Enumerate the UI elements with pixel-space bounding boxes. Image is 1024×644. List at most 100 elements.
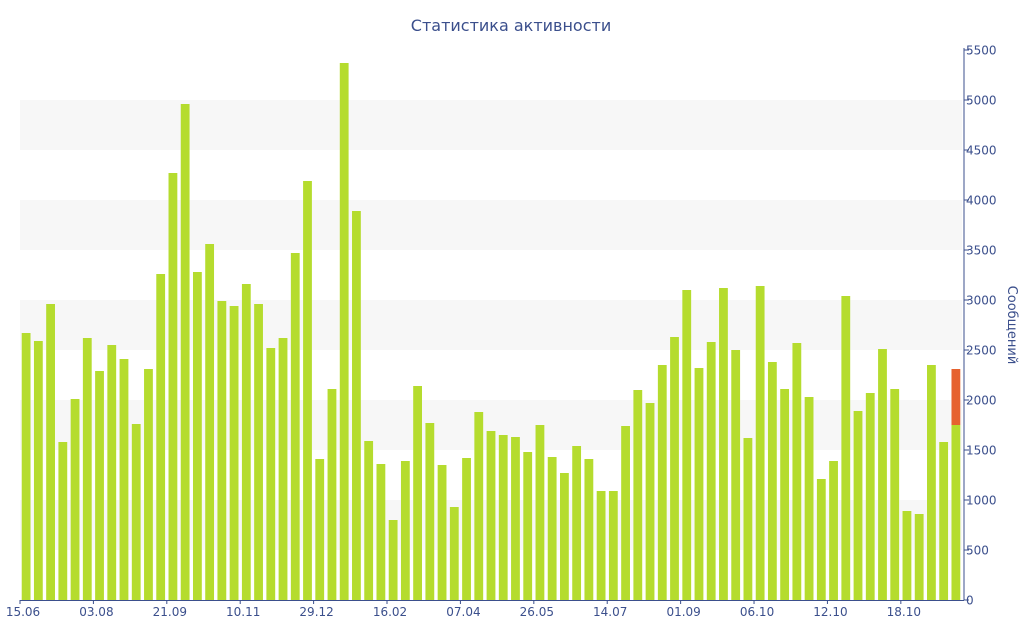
grid-band xyxy=(20,200,962,250)
bar xyxy=(804,397,814,600)
bar xyxy=(21,333,31,600)
x-tick-label: 03.08 xyxy=(79,605,113,619)
bar xyxy=(511,437,520,600)
bar xyxy=(315,459,325,600)
x-tick-label: 18.10 xyxy=(887,605,921,619)
bar xyxy=(339,63,349,600)
y-tick-label: 1000 xyxy=(966,494,997,508)
bar xyxy=(645,403,655,600)
bar xyxy=(939,442,949,600)
x-tick-label: 14.07 xyxy=(593,605,627,619)
bar xyxy=(670,337,679,600)
bar xyxy=(902,511,912,600)
y-axis-label: Сообщений xyxy=(1004,286,1019,365)
bar xyxy=(107,345,117,600)
bar xyxy=(951,425,961,600)
bar xyxy=(241,284,251,600)
bar xyxy=(449,507,459,600)
bar xyxy=(217,301,227,600)
bar xyxy=(180,104,190,600)
y-tick-label: 5500 xyxy=(966,44,997,58)
bar xyxy=(719,288,728,600)
bar xyxy=(792,343,802,600)
y-tick-label: 500 xyxy=(966,544,989,558)
y-tick-label: 5000 xyxy=(966,94,997,108)
y-tick-label: 1500 xyxy=(966,444,997,458)
x-tick-label: 26.05 xyxy=(520,605,554,619)
bar xyxy=(927,365,936,600)
x-tick-label: 01.09 xyxy=(666,605,700,619)
bar xyxy=(853,411,863,600)
x-tick-label: 07.04 xyxy=(446,605,480,619)
y-tick-label: 4000 xyxy=(966,194,997,208)
bar xyxy=(82,338,92,600)
bar xyxy=(535,425,545,600)
bar xyxy=(462,458,471,600)
bar xyxy=(156,274,166,600)
y-tick-label: 3500 xyxy=(966,244,997,258)
bar xyxy=(682,290,692,600)
bar xyxy=(46,304,55,600)
bar xyxy=(841,296,851,600)
bar xyxy=(327,389,337,600)
bar xyxy=(376,464,386,600)
bar xyxy=(474,412,484,600)
bar xyxy=(914,514,924,600)
bar xyxy=(388,520,398,600)
bar xyxy=(584,459,594,600)
x-tick-label: 06.10 xyxy=(740,605,774,619)
x-tick-label: 10.11 xyxy=(226,605,260,619)
bar xyxy=(278,338,288,600)
bar xyxy=(706,342,716,600)
bar xyxy=(596,491,606,600)
bar xyxy=(816,479,826,600)
bar xyxy=(70,399,80,600)
x-tick-label: 12.10 xyxy=(813,605,847,619)
bar xyxy=(364,441,374,600)
bar xyxy=(58,442,68,600)
y-tick-label: 0 xyxy=(966,594,974,608)
x-tick-label: 29.12 xyxy=(299,605,333,619)
y-tick-label: 3000 xyxy=(966,294,997,308)
x-tick-label: 16.02 xyxy=(373,605,407,619)
bar xyxy=(890,389,900,600)
bar xyxy=(192,272,202,600)
chart-title: Статистика активности xyxy=(411,16,611,35)
bar xyxy=(131,424,141,600)
bar xyxy=(829,461,838,600)
bar xyxy=(400,461,410,600)
bar xyxy=(633,390,643,600)
bar xyxy=(168,173,178,600)
bar-series xyxy=(21,63,961,600)
bar xyxy=(547,457,557,600)
bar xyxy=(608,491,618,600)
bar xyxy=(425,423,435,600)
bar xyxy=(878,349,887,600)
x-tick-label: 15.06 xyxy=(6,605,40,619)
bar xyxy=(33,341,43,600)
bar xyxy=(437,465,447,600)
bar xyxy=(572,446,582,600)
bar xyxy=(780,389,790,600)
bar xyxy=(657,365,667,600)
bar xyxy=(743,438,753,600)
bar xyxy=(144,369,153,600)
bar xyxy=(865,393,875,600)
y-tick-label: 4500 xyxy=(966,144,997,158)
bar xyxy=(229,306,239,600)
bar xyxy=(486,431,496,600)
bar xyxy=(755,286,765,600)
bar xyxy=(290,253,300,600)
bar xyxy=(621,426,630,600)
bar xyxy=(352,211,361,600)
bar xyxy=(205,244,215,600)
grid-band xyxy=(20,100,962,150)
y-axis: 0 500 1000 1500 2000 2500 3000 3500 4000 4500 5000… xyxy=(963,44,997,608)
bar-highlight xyxy=(951,369,961,425)
bar xyxy=(95,371,104,600)
bar xyxy=(413,386,422,600)
bar xyxy=(119,359,129,600)
x-axis: 15.06 03.08 21.09 10.11 29.12 16.02 07.04 26.05… xyxy=(6,600,964,619)
